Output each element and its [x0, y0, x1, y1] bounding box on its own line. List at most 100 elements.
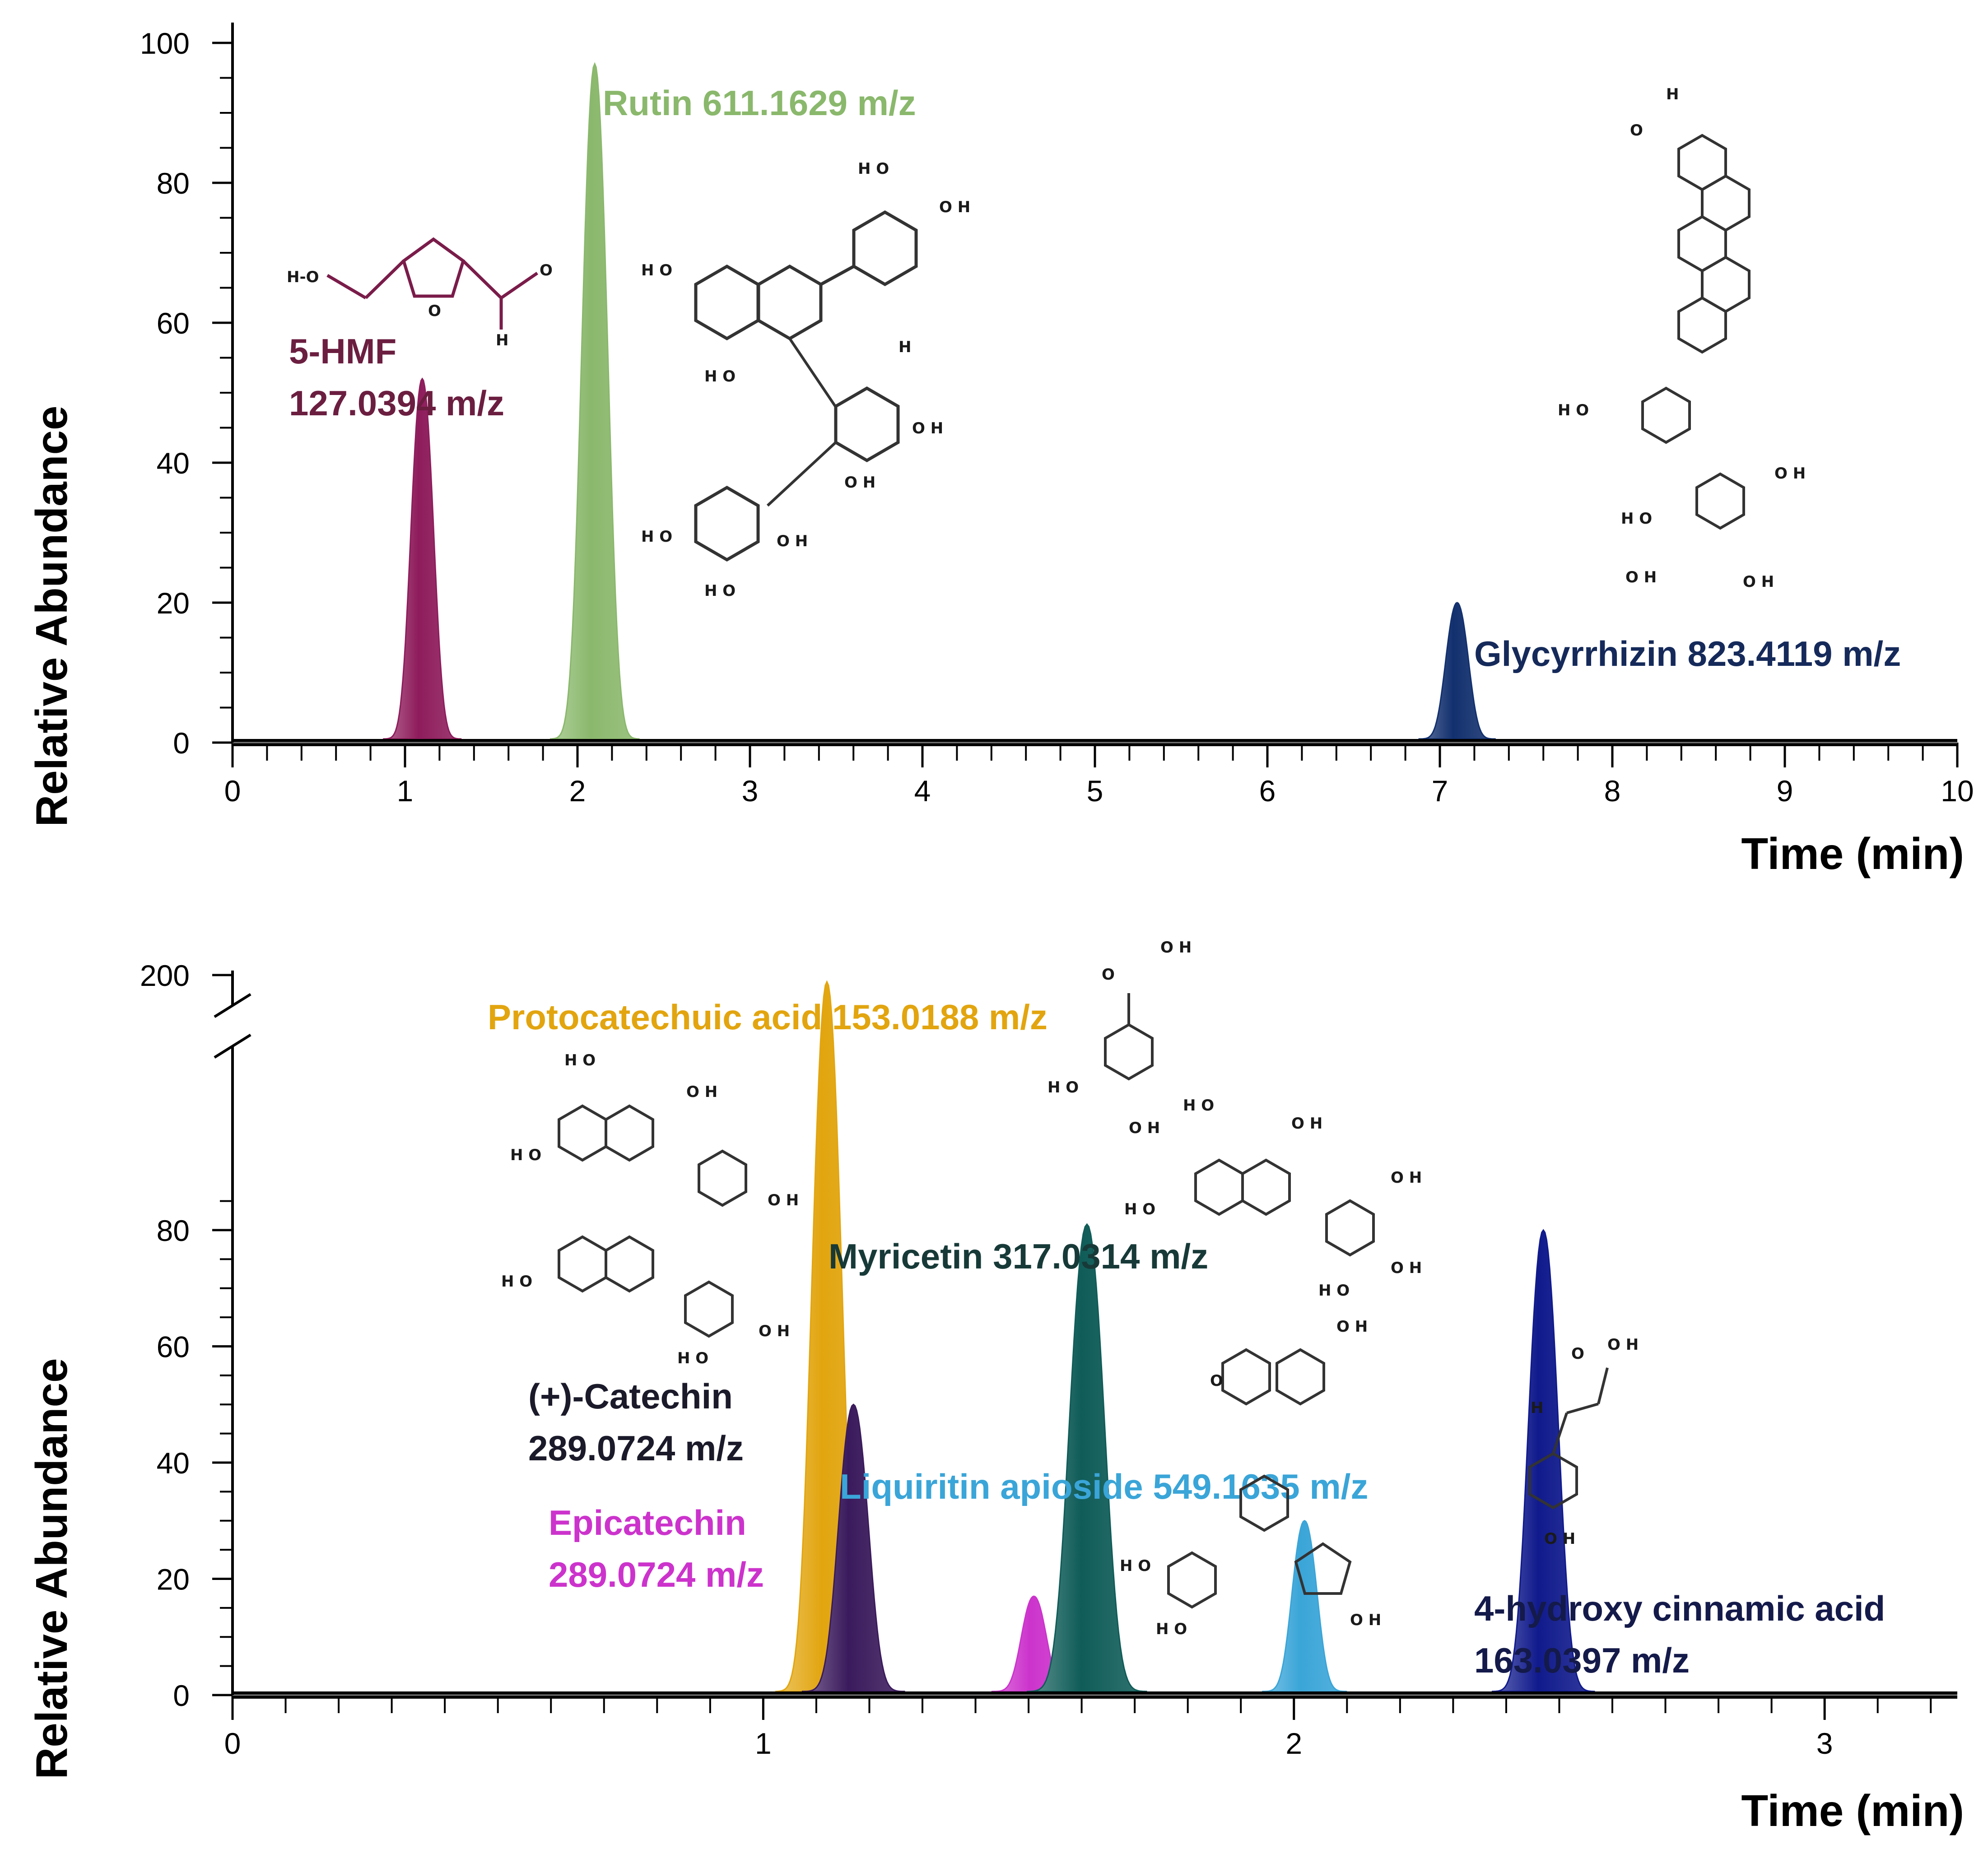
structure-glycyrrhizin-image: H O H O H O O H O H O H: [1558, 85, 1806, 591]
svg-text:O H: O H: [1391, 1169, 1422, 1187]
peak: [1418, 602, 1496, 740]
peak-label: 4-hydroxy cinnamic acid: [1474, 1589, 1885, 1628]
svg-text:H O: H O: [858, 160, 889, 178]
peak-label: Myricetin 317.0314 m/z: [829, 1236, 1208, 1276]
svg-text:O H: O H: [844, 474, 875, 492]
y-tick-label: 60: [157, 1330, 190, 1364]
svg-text:H O: H O: [1124, 1200, 1155, 1218]
peak-label: Protocatechuic acid 153.0188 m/z: [488, 997, 1048, 1037]
y-tick-label: 0: [173, 726, 190, 760]
x-tick-label: 3: [1816, 1727, 1833, 1760]
svg-text:O H: O H: [1607, 1336, 1639, 1354]
peak-label: Epicatechin: [549, 1503, 746, 1542]
y-tick-label: 40: [157, 446, 190, 480]
peak: [549, 62, 640, 740]
svg-text:O H: O H: [939, 198, 970, 216]
svg-text:H: H: [1666, 85, 1679, 103]
x-tick-label: 1: [755, 1727, 772, 1760]
x-axis-label-bottom: Time (min): [1741, 1786, 1964, 1835]
svg-text:O: O: [428, 302, 441, 320]
svg-text:O H: O H: [1544, 1530, 1575, 1548]
y-axis-label-top: Relative Abundance: [27, 405, 76, 827]
svg-text:O H: O H: [759, 1322, 790, 1340]
svg-text:H O: H O: [704, 582, 736, 600]
x-tick-label: 0: [224, 774, 241, 808]
svg-text:H O: H O: [1621, 510, 1652, 528]
svg-text:H O: H O: [1156, 1620, 1187, 1638]
svg-text:H: H: [899, 338, 911, 356]
peak-label: 289.0724 m/z: [528, 1428, 744, 1468]
peak-label: (+)-Catechin: [528, 1376, 733, 1416]
svg-text:O H: O H: [1129, 1119, 1160, 1137]
peak: [1262, 1520, 1347, 1692]
peak-label: Rutin 611.1629 m/z: [603, 83, 916, 123]
x-tick-label: 1: [397, 774, 414, 808]
svg-text:H: H: [496, 331, 508, 349]
y-tick-label: 20: [157, 1563, 190, 1596]
svg-text:H O: H O: [641, 261, 672, 279]
svg-text:O H: O H: [777, 532, 808, 550]
peak-label: Glycyrrhizin 823.4119 m/z: [1474, 634, 1901, 674]
svg-text:O H: O H: [768, 1191, 799, 1209]
svg-text:H O: H O: [510, 1146, 541, 1164]
structure-myricetin-image: H O O H H O O H O H H O: [1124, 1096, 1422, 1300]
svg-text:O H: O H: [1350, 1611, 1381, 1629]
svg-text:H O: H O: [1120, 1557, 1151, 1575]
y-tick-label: 20: [157, 586, 190, 620]
x-tick-label: 5: [1087, 774, 1103, 808]
structure-4-hydroxy-cinnamic-acid-image: O O H H O H: [1530, 1336, 1639, 1548]
svg-text:O H: O H: [1774, 465, 1806, 483]
y-axis-label-bottom: Relative Abundance: [27, 1358, 76, 1779]
svg-text:H O: H O: [564, 1051, 596, 1069]
svg-text:O H: O H: [1391, 1259, 1422, 1277]
svg-text:H-O: H-O: [287, 268, 319, 286]
x-tick-label: 4: [914, 774, 931, 808]
x-tick-label: 10: [1941, 774, 1974, 808]
x-tick-label: 2: [1285, 1727, 1302, 1760]
svg-text:O H: O H: [686, 1083, 717, 1101]
chart-top: Relative Abundance Time (min) 0204060801…: [27, 23, 1974, 878]
structure-protocatechuic-acid-image: O O H H O O H: [1048, 938, 1192, 1137]
svg-text:O: O: [1571, 1345, 1584, 1363]
svg-text:H O: H O: [677, 1349, 708, 1367]
x-tick-label: 6: [1259, 774, 1276, 808]
svg-text:O: O: [1102, 966, 1115, 984]
svg-text:H O: H O: [1048, 1078, 1079, 1096]
y-tick-label: 60: [157, 307, 190, 340]
x-tick-label: 0: [224, 1727, 241, 1760]
svg-text:H O: H O: [501, 1273, 532, 1291]
svg-text:O: O: [540, 261, 553, 279]
svg-text:O H: O H: [1336, 1318, 1368, 1336]
peak-label: 127.0394 m/z: [289, 383, 504, 423]
peak: [383, 377, 462, 740]
y-tick-label: 100: [140, 27, 190, 60]
structure-liquiritin-apioside-image: O H O H O H O O H: [1120, 1318, 1381, 1638]
svg-text:O: O: [1630, 121, 1643, 139]
peak: [1027, 1223, 1147, 1692]
x-tick-label: 7: [1432, 774, 1448, 808]
y-tick-label: 40: [157, 1446, 190, 1480]
svg-text:H O: H O: [641, 528, 672, 546]
y-tick-label: 80: [157, 1214, 190, 1247]
peak: [801, 1403, 905, 1692]
structure-5-hmf-image: H-O O O H: [287, 237, 553, 349]
y-tick-label: 80: [157, 167, 190, 200]
axis-break-mark: [214, 993, 251, 1018]
svg-text:H: H: [1531, 1399, 1543, 1417]
x-axis-label-top: Time (min): [1741, 829, 1964, 878]
svg-text:O H: O H: [1291, 1115, 1322, 1133]
y-tick-label: 200: [140, 959, 190, 992]
svg-text:H O: H O: [1318, 1282, 1350, 1300]
svg-text:O H: O H: [1160, 938, 1192, 957]
y-tick-label: 0: [173, 1679, 190, 1712]
structure-catechin-image: H O O H H O O H H O O H H O: [501, 1051, 799, 1367]
axis-break-mark: [214, 1033, 251, 1059]
svg-text:O H: O H: [1625, 568, 1657, 586]
chart-bottom: Relative Abundance Time (min) 0204060802…: [27, 938, 1964, 1835]
peak-label: 289.0724 m/z: [549, 1555, 764, 1594]
x-tick-label: 3: [742, 774, 759, 808]
svg-text:H O: H O: [1183, 1096, 1214, 1115]
svg-text:O: O: [1210, 1372, 1223, 1390]
